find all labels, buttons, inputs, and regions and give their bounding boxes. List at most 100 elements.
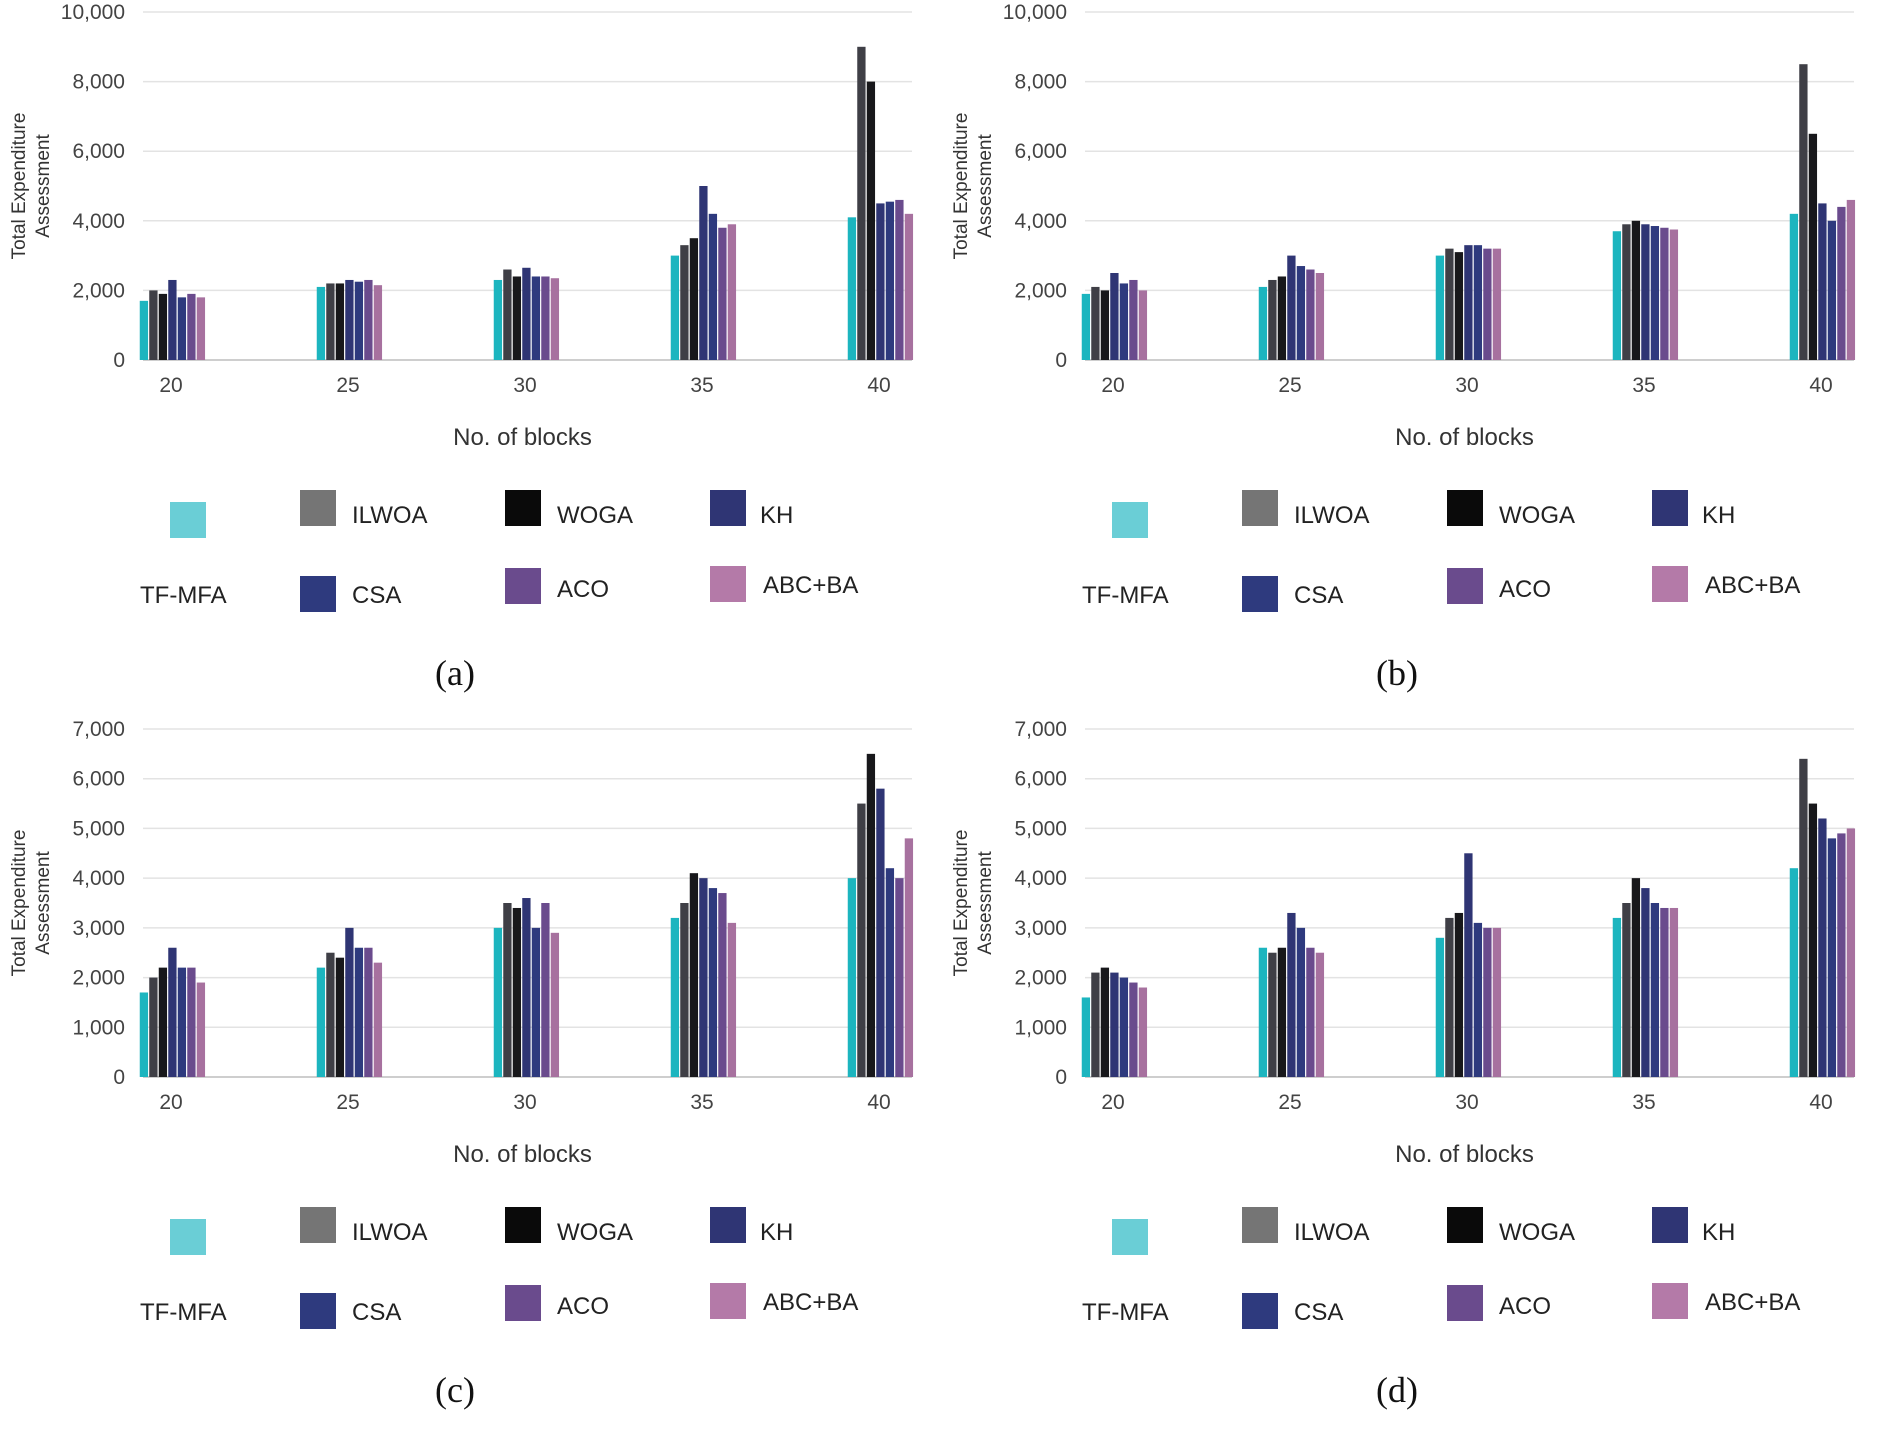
bar-csa-25 <box>354 947 364 1077</box>
bar-kh-20 <box>1110 972 1119 1077</box>
bar-kh-40 <box>1818 203 1827 360</box>
y-tick-label: 1,000 <box>1014 1016 1067 1039</box>
bar-abc-ba-30 <box>550 932 560 1077</box>
bar-aco-30 <box>541 276 550 360</box>
bar-abc-ba-35 <box>1669 907 1679 1077</box>
y-axis-label: Total Expenditure Assessment <box>9 830 54 977</box>
bar-aco-20 <box>187 293 196 360</box>
legend-swatch-aco <box>1447 1285 1483 1321</box>
bar-tf-mfa-35 <box>1612 231 1622 360</box>
x-tick-label: 40 <box>867 1091 890 1114</box>
bar-aco-25 <box>1306 269 1315 360</box>
bar-ilwoa-35 <box>1622 224 1631 360</box>
bar-abc-ba-40 <box>1846 828 1856 1077</box>
bar-kh-35 <box>1641 224 1650 360</box>
x-tick-label: 30 <box>513 1091 536 1114</box>
bar-ilwoa-20 <box>1091 972 1100 1077</box>
legend-swatch-woga <box>505 490 541 526</box>
legend-label-csa: CSA <box>352 582 401 609</box>
bar-tf-mfa-20 <box>139 300 149 360</box>
bar-aco-20 <box>1129 279 1138 360</box>
legend-label-aco: ACO <box>1499 576 1551 603</box>
bar-csa-30 <box>531 927 541 1077</box>
y-tick-label: 2,000 <box>72 967 125 990</box>
bar-ilwoa-35 <box>1622 903 1631 1077</box>
bar-abc-ba-40 <box>1846 199 1856 360</box>
x-tick-label: 35 <box>690 1091 713 1114</box>
legend-swatch-aco <box>505 1285 541 1321</box>
bar-kh-35 <box>1641 888 1650 1077</box>
bar-woga-40 <box>1808 803 1818 1077</box>
bar-woga-20 <box>158 967 168 1077</box>
bar-csa-35 <box>1650 903 1660 1077</box>
x-tick-label: 40 <box>1809 1091 1832 1114</box>
bar-woga-25 <box>1277 276 1287 360</box>
legend-swatch-csa <box>1242 576 1278 612</box>
bar-tf-mfa-30 <box>1435 937 1445 1077</box>
bar-tf-mfa-20 <box>1081 293 1091 360</box>
chart-svg-a: 0 2,000 4,000 6,000 8,000 10,000 Total Expendi… <box>9 1 914 693</box>
y-axis-label: Total Expenditure Assessment <box>951 830 996 977</box>
x-tick-label: 25 <box>336 374 359 397</box>
legend-swatch-ilwoa <box>1242 490 1278 526</box>
legend-label-abc-ba: ABC+BA <box>763 572 858 599</box>
legend-swatch-aco <box>1447 568 1483 604</box>
bar-woga-20 <box>1100 967 1110 1077</box>
legend-label-woga: WOGA <box>1499 1219 1575 1246</box>
bar-ilwoa-20 <box>149 290 158 360</box>
bar-woga-35 <box>1631 878 1641 1077</box>
bar-csa-20 <box>177 297 187 360</box>
bar-woga-25 <box>335 283 345 360</box>
bar-ilwoa-40 <box>1799 64 1808 360</box>
legend-swatch-csa <box>300 576 336 612</box>
bar-ilwoa-25 <box>326 952 335 1077</box>
legend-swatch-abc-ba <box>710 566 746 602</box>
legend-label-woga: WOGA <box>557 502 633 529</box>
bar-csa-25 <box>1296 266 1306 360</box>
bar-aco-35 <box>1660 227 1669 360</box>
bar-tf-mfa-30 <box>493 279 503 360</box>
legend-swatch-ilwoa <box>300 490 336 526</box>
bar-csa-20 <box>1119 283 1129 360</box>
bar-kh-30 <box>522 267 531 360</box>
bar-kh-40 <box>876 203 885 360</box>
bar-abc-ba-35 <box>1669 229 1679 360</box>
bar-tf-mfa-40 <box>1789 868 1799 1077</box>
bar-aco-40 <box>1837 206 1846 360</box>
bar-woga-30 <box>512 276 522 360</box>
bar-ilwoa-25 <box>1268 279 1277 360</box>
legend-label-abc-ba: ABC+BA <box>1705 572 1800 599</box>
y-tick-label: 3,000 <box>72 917 125 940</box>
legend-label-aco: ACO <box>557 1293 609 1320</box>
legend-swatch-kh <box>710 490 746 526</box>
panel-caption: (a) <box>435 653 475 693</box>
legend-swatch-kh <box>1652 1207 1688 1243</box>
bar-aco-25 <box>364 947 373 1077</box>
bar-abc-ba-20 <box>196 297 206 360</box>
bar-tf-mfa-35 <box>670 255 680 360</box>
x-tick-label: 20 <box>1101 374 1124 397</box>
legend-swatch-abc-ba <box>1652 1283 1688 1319</box>
bar-aco-40 <box>1837 833 1846 1077</box>
legend-swatch-tf-mfa <box>170 1219 206 1255</box>
bar-ilwoa-20 <box>149 977 158 1077</box>
x-tick-label: 20 <box>159 374 182 397</box>
legend-swatch-csa <box>1242 1293 1278 1329</box>
bar-csa-40 <box>1827 220 1837 360</box>
bar-abc-ba-25 <box>373 285 383 360</box>
bar-ilwoa-35 <box>680 245 689 360</box>
bar-aco-35 <box>718 227 727 360</box>
bar-kh-40 <box>876 788 885 1077</box>
x-tick-label: 40 <box>1809 374 1832 397</box>
bar-aco-20 <box>1129 982 1138 1077</box>
y-tick-label: 6,000 <box>1014 140 1067 163</box>
bar-ilwoa-30 <box>503 269 512 360</box>
bar-ilwoa-20 <box>1091 286 1100 360</box>
panel-caption: (c) <box>435 1370 475 1410</box>
bar-csa-25 <box>1296 927 1306 1077</box>
bar-woga-20 <box>158 293 168 360</box>
legend-label-tf-mfa: TF-MFA <box>140 1299 227 1326</box>
bar-aco-35 <box>1660 907 1669 1077</box>
bar-abc-ba-25 <box>1315 273 1325 360</box>
